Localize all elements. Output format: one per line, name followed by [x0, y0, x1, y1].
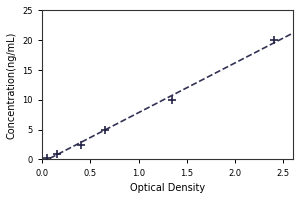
Y-axis label: Concentration(ng/mL): Concentration(ng/mL) — [7, 31, 17, 139]
X-axis label: Optical Density: Optical Density — [130, 183, 205, 193]
